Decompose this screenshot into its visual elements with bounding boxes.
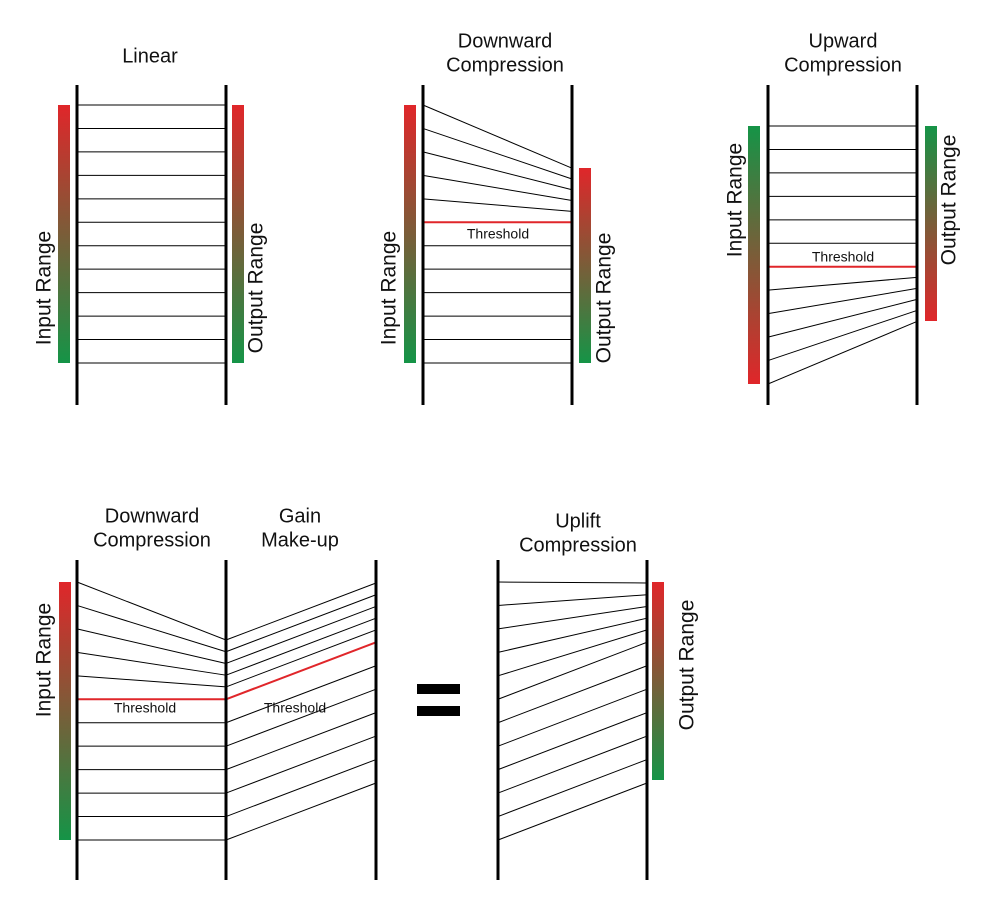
output-range-label: Output Range xyxy=(676,600,699,731)
threshold-label: Threshold xyxy=(264,700,326,716)
mapping-line xyxy=(497,782,648,841)
mapping-line xyxy=(76,628,227,664)
input-range-bar xyxy=(58,105,70,363)
mapping-line xyxy=(422,104,573,169)
panel-title: Upward xyxy=(809,30,878,52)
output-range-label: Output Range xyxy=(593,233,616,364)
threshold-label: Threshold xyxy=(812,249,874,265)
input-range-bar xyxy=(59,582,71,840)
input-range-label: Input Range xyxy=(724,143,747,257)
mapping-line xyxy=(497,641,648,700)
mapping-line xyxy=(422,127,573,180)
mapping-line xyxy=(225,582,377,641)
mapping-line xyxy=(767,287,918,315)
input-range-bar xyxy=(404,105,416,363)
mapping-line xyxy=(497,759,648,818)
mapping-line xyxy=(767,276,918,291)
input-range-label: Input Range xyxy=(33,231,56,345)
mapping-line xyxy=(76,604,227,653)
panel-title: Compression xyxy=(519,534,637,556)
output-range-bar xyxy=(652,582,664,780)
equals-bar xyxy=(417,706,460,716)
threshold-label: Threshold xyxy=(114,700,176,716)
mapping-line xyxy=(497,605,648,630)
mapping-line xyxy=(767,309,918,362)
panel-title: Compression xyxy=(784,54,902,76)
threshold-line xyxy=(225,641,377,701)
mapping-line xyxy=(767,320,918,385)
mapping-line xyxy=(767,298,918,338)
mapping-line xyxy=(76,675,227,688)
mapping-line xyxy=(225,712,377,771)
output-range-bar xyxy=(232,105,244,363)
mapping-line xyxy=(76,581,227,641)
mapping-line xyxy=(497,581,648,584)
input-range-bar xyxy=(748,126,760,384)
mapping-line xyxy=(225,735,377,794)
panel-title: Gain xyxy=(279,505,321,527)
panel-title: Compression xyxy=(93,529,211,551)
mapping-line xyxy=(225,617,377,676)
mapping-line xyxy=(422,151,573,191)
mapping-line xyxy=(225,688,377,747)
mapping-line xyxy=(422,174,573,202)
mapping-line xyxy=(76,651,227,676)
mapping-line xyxy=(225,782,377,841)
threshold-label: Threshold xyxy=(467,226,529,242)
output-range-bar xyxy=(925,126,937,321)
mapping-line xyxy=(497,629,648,677)
mapping-line xyxy=(497,594,648,606)
panel-title: Make-up xyxy=(261,529,339,551)
equals-bar xyxy=(417,684,460,694)
panel-title: Uplift xyxy=(555,510,601,532)
mapping-line xyxy=(225,759,377,818)
panel-title: Compression xyxy=(446,54,564,76)
mapping-line xyxy=(225,629,377,688)
panel-title: Downward xyxy=(458,30,552,52)
output-range-label: Output Range xyxy=(245,223,268,354)
output-range-bar xyxy=(579,168,591,363)
input-range-label: Input Range xyxy=(33,603,56,717)
panel-title: Downward xyxy=(105,505,199,527)
mapping-line xyxy=(225,605,377,664)
mapping-line xyxy=(497,712,648,771)
mapping-line xyxy=(497,665,648,724)
input-range-label: Input Range xyxy=(378,231,401,345)
mapping-line xyxy=(225,594,377,653)
output-range-label: Output Range xyxy=(938,135,961,266)
mapping-line xyxy=(422,198,573,212)
mapping-line xyxy=(497,688,648,747)
mapping-line xyxy=(497,617,648,653)
mapping-line xyxy=(497,735,648,794)
mapping-line xyxy=(225,665,377,724)
panel-title: Linear xyxy=(122,45,178,67)
